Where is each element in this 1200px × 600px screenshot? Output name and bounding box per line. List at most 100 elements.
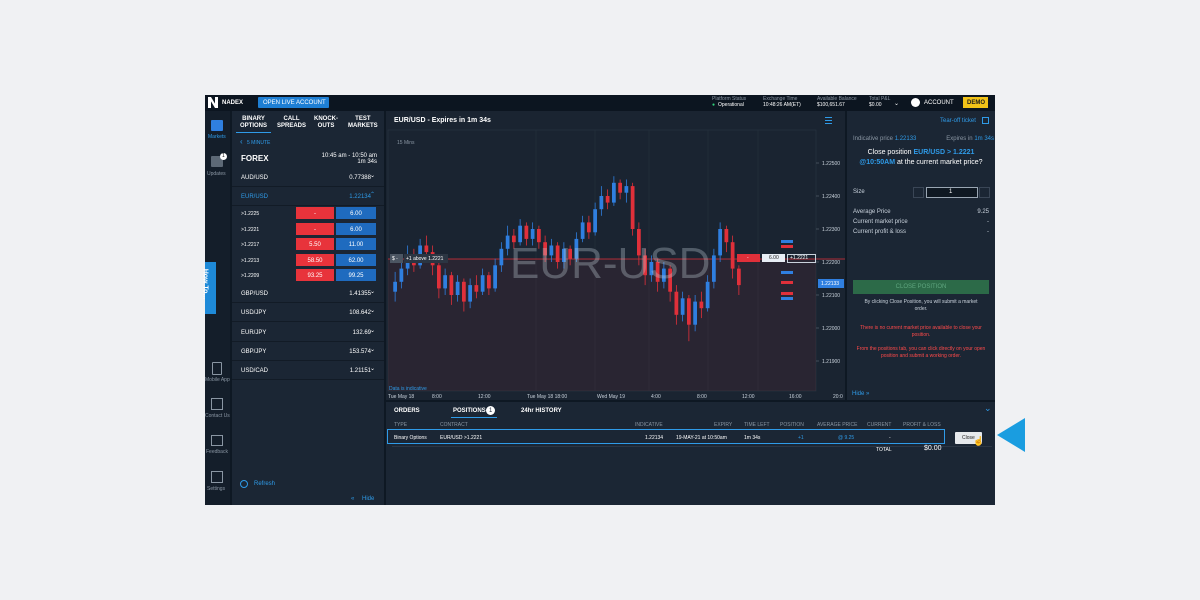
y-tick-label: 1.22200	[822, 260, 840, 266]
market-tab[interactable]: TEST MARKETS	[348, 116, 378, 130]
market-price: 1.41355	[349, 291, 371, 297]
back-arrow: ‹	[240, 137, 243, 146]
indicative-label: Indicative price	[853, 136, 894, 142]
market-row[interactable]	[232, 323, 384, 342]
sidebar-item[interactable]: Settings	[207, 486, 226, 492]
candle-body	[705, 281, 710, 309]
candle-body	[480, 275, 485, 292]
menu-icon-bar	[825, 120, 832, 121]
positions-tab[interactable]: ORDERS	[394, 408, 420, 414]
market-name: AUD/USD	[241, 175, 269, 181]
bid-button[interactable]	[296, 207, 334, 219]
candle-body	[737, 268, 741, 286]
tab-line: OPTIONS	[240, 123, 268, 129]
bid-button[interactable]	[296, 238, 334, 250]
candle-body	[624, 186, 629, 193]
ticket-row-label: Current profit & loss	[853, 229, 907, 235]
column-header: TYPE	[394, 422, 408, 428]
updates-icon	[211, 156, 223, 167]
sidebar-item[interactable]: Mobile App	[205, 377, 230, 383]
candle-body	[712, 255, 716, 282]
open-live-button[interactable]	[258, 97, 329, 108]
size-input[interactable]	[926, 187, 978, 198]
row-divider	[392, 446, 992, 447]
column-header: POSITION	[780, 422, 804, 428]
sidebar-item[interactable]: Updates	[207, 171, 226, 177]
ticket-title[interactable]: Tear-off ticket	[940, 118, 976, 124]
candle-body	[424, 245, 429, 253]
column-header: TIME LEFT	[744, 422, 770, 428]
market-row[interactable]	[232, 168, 384, 187]
close-button[interactable]	[955, 432, 982, 444]
candle-body	[518, 225, 522, 243]
demo-badge	[963, 97, 988, 108]
bid-button[interactable]	[296, 253, 334, 266]
ticket-note: By clicking Close Position, you will sub…	[864, 299, 978, 312]
candle-body	[487, 275, 491, 289]
market-row[interactable]	[232, 303, 384, 323]
row-highlight[interactable]	[387, 429, 945, 444]
prompt-expiry: @10:50AM	[859, 159, 896, 166]
bid-button[interactable]	[296, 222, 334, 235]
market-name: GBP/JPY	[241, 348, 267, 355]
candle-body	[662, 268, 666, 282]
positions-tab[interactable]: POSITIONS	[453, 408, 486, 414]
feedback-icon	[211, 435, 223, 446]
candle-body	[443, 275, 447, 289]
price-tag-box	[818, 279, 844, 288]
demo: DEMO	[967, 100, 985, 106]
size-minus[interactable]	[913, 187, 924, 198]
market-tab[interactable]: BINARY OPTIONS	[240, 116, 267, 130]
position-cell: @ 9.25	[838, 435, 855, 441]
positions-tab[interactable]: 24hr HISTORY	[521, 408, 562, 414]
offer: 99.25	[348, 273, 364, 279]
ticket-hide[interactable]: Hide »	[852, 391, 870, 397]
candle-body	[687, 298, 691, 325]
contact-icon	[211, 398, 223, 410]
cursor: ☝	[973, 436, 985, 446]
close-position-button[interactable]	[853, 280, 989, 294]
offer-button[interactable]	[336, 253, 376, 266]
expand-icon: ⌄	[370, 366, 376, 373]
market-row[interactable]	[232, 361, 384, 381]
sidebar-item[interactable]: Feedback	[206, 449, 228, 455]
how-to-tab[interactable]	[205, 262, 216, 314]
market-row[interactable]	[232, 284, 384, 303]
menu-icon[interactable]	[825, 117, 832, 124]
market-row[interactable]	[232, 342, 384, 361]
settings-icon	[211, 471, 223, 483]
strike: >1.2225	[241, 211, 260, 217]
y-tick-label: 1.22300	[822, 227, 840, 233]
status-dot: ●	[712, 102, 716, 108]
sidebar-item[interactable]: Markets	[208, 134, 226, 140]
status-value: Operational	[718, 102, 744, 108]
tab-underline	[451, 417, 497, 418]
offer-button[interactable]	[336, 207, 376, 219]
offer: 6.00	[350, 226, 362, 233]
expand-icon: ⌄	[370, 289, 376, 295]
market-tab[interactable]: CALL SPREADS	[277, 116, 306, 130]
market-price: 1.22134	[349, 194, 371, 200]
bid-button[interactable]	[296, 269, 334, 281]
indicative: Indicative price 1.22133	[853, 135, 916, 143]
offer-button[interactable]	[336, 269, 376, 281]
offer-button[interactable]	[336, 238, 376, 250]
positions-panel	[386, 402, 995, 505]
refresh[interactable]: Refresh	[254, 481, 276, 487]
market-tab[interactable]: KNOCK- OUTS	[314, 116, 338, 130]
hide[interactable]: Hide	[362, 496, 375, 502]
tab-line: MARKETS	[348, 123, 378, 129]
position-cell: EUR/USD >1.2221	[440, 435, 483, 441]
account[interactable]: ACCOUNT	[924, 100, 954, 106]
offer-button[interactable]	[336, 222, 376, 235]
candle-body	[555, 245, 560, 262]
ticket-row-value: -	[987, 219, 989, 225]
open-live-label: OPEN LIVE ACCOUNT	[263, 100, 326, 106]
prompt-text: Close position	[867, 149, 914, 156]
size-plus[interactable]	[979, 187, 990, 198]
status-value: $0.00	[869, 102, 882, 108]
duration[interactable]: 5 MINUTE	[247, 140, 271, 146]
sidebar-item[interactable]: Contact Us	[205, 413, 230, 419]
candle-body	[599, 196, 604, 210]
market-row[interactable]	[232, 187, 384, 206]
